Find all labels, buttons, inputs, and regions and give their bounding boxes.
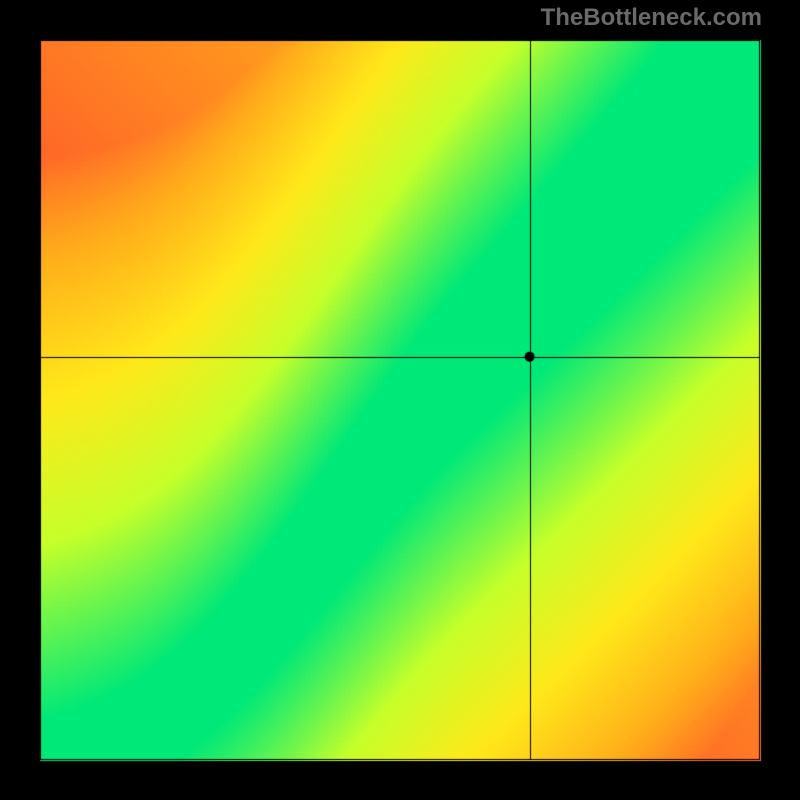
watermark: TheBottleneck.com [541, 4, 762, 32]
bottleneck-heatmap [0, 0, 800, 800]
chart-container: { "canvas": { "width": 800, "height": 80… [0, 0, 800, 800]
